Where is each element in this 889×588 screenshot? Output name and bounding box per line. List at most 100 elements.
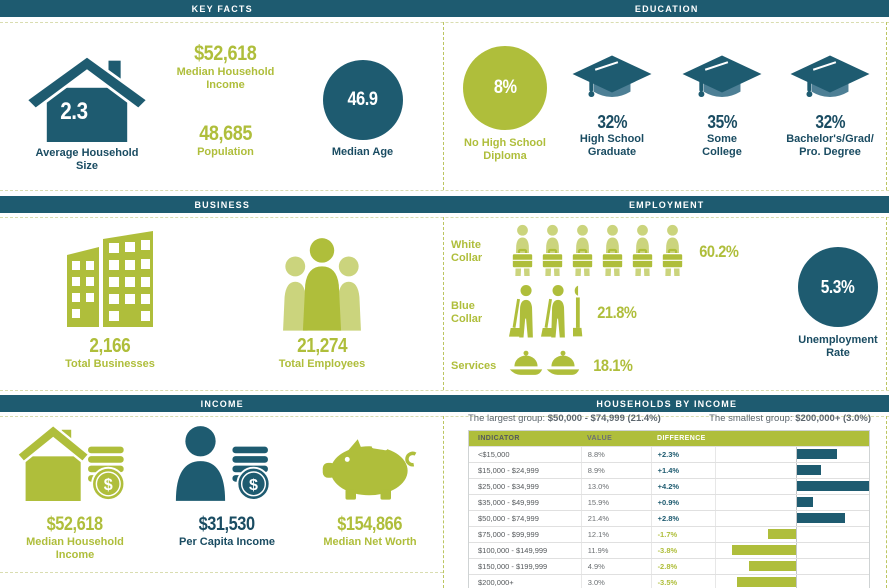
education-item-value: 32% <box>815 112 845 132</box>
difference-bar <box>767 529 797 539</box>
house-coins-icon: $ <box>15 423 132 506</box>
unemployment-value: 5.3% <box>821 276 855 297</box>
population-label: Population <box>197 145 254 158</box>
row-difference-bar-cell <box>715 559 869 574</box>
key-facts-section: 2.3 Average Household Size $52,618 Media… <box>0 22 443 190</box>
table-header-row: INDICATOR VALUE DIFFERENCE <box>469 431 869 446</box>
section-title-education: EDUCATION <box>634 3 699 14</box>
no-high-school-circle-icon: 8% <box>463 46 547 130</box>
row-value: 8.8% <box>580 447 651 462</box>
people-group-icon <box>247 227 397 331</box>
income-section: $ $52,618 Median Household Income $ $31,530… <box>0 416 443 588</box>
graduation-cap-icon <box>570 52 654 111</box>
person-coins-icon: $ <box>174 425 280 506</box>
dashed-divider <box>0 22 889 23</box>
education-section: 8% No High School Diploma 32% High School … <box>443 22 889 190</box>
graduation-cap-icon <box>680 52 764 111</box>
mop-person-icon <box>509 284 538 343</box>
education-item-label: Bachelor's/Grad/ Pro. Degree <box>786 133 874 158</box>
total-businesses-stat: 2,166 Total Businesses <box>35 227 185 371</box>
mop-partial-icon <box>573 284 584 343</box>
row-difference-bar-cell <box>715 511 869 526</box>
table-row: $75,000 - $99,999 12.1% -1.7% <box>469 526 869 542</box>
education-item-value: 8% <box>493 77 517 98</box>
dashed-divider-vertical <box>443 416 444 588</box>
avg-household-size-label: Average Household Size <box>35 147 139 172</box>
row-difference: -3.8% <box>650 543 716 558</box>
row-indicator: $75,000 - $99,999 <box>478 530 539 539</box>
median-age-value: 46.9 <box>347 89 378 110</box>
column-header-chart <box>716 431 869 446</box>
office-building-icon <box>35 227 185 331</box>
briefcase-person-icon <box>569 224 596 281</box>
header-band-row1: KEY FACTS EDUCATION <box>0 0 889 17</box>
income-item: $154,866 Median Net Worth <box>305 416 435 549</box>
dashed-divider-vertical <box>886 416 887 588</box>
difference-bar <box>797 465 822 475</box>
difference-bar <box>731 545 797 555</box>
table-row: $200,000+ 3.0% -3.5% <box>469 574 869 588</box>
largest-group-text: The largest group: $50,000 - $74,999 (21… <box>468 413 661 424</box>
row-indicator: $100,000 - $149,999 <box>478 546 548 555</box>
employment-category-pct: 60.2% <box>699 242 739 261</box>
chart-axis-line <box>796 495 798 510</box>
employment-category-row: Blue Collar 21.8% <box>451 283 640 343</box>
chart-axis-line <box>796 447 798 462</box>
table-row: $50,000 - $74,999 21.4% +2.8% <box>469 510 869 526</box>
row-indicator: $200,000+ <box>478 578 514 587</box>
total-employees-label: Total Employees <box>278 358 366 370</box>
total-employees-stat: 21,274 Total Employees <box>247 227 397 371</box>
median-age-label: Median Age <box>331 146 394 158</box>
households-by-income-section: The largest group: $50,000 - $74,999 (21… <box>443 412 889 588</box>
briefcase-person-icon <box>629 224 656 281</box>
row-difference-bar-cell <box>715 447 869 462</box>
row-difference-bar-cell <box>715 575 869 588</box>
total-businesses-label: Total Businesses <box>65 358 155 370</box>
row-difference-bar-cell <box>715 495 869 510</box>
briefcase-person-icon <box>599 224 626 281</box>
chart-axis-line <box>796 543 798 558</box>
business-section: 2,166 Total Businesses <box>0 217 443 390</box>
dashed-divider-vertical <box>443 217 444 390</box>
table-row: $15,000 - $24,999 8.9% +1.4% <box>469 462 869 478</box>
svg-text:$: $ <box>249 476 258 494</box>
income-item-label: Per Capita Income <box>179 536 275 548</box>
education-item-label: Some College <box>702 133 742 158</box>
employment-category-label: Blue Collar <box>451 300 483 325</box>
smallest-group-text: The smallest group: $200,000+ (3.0%) <box>709 413 871 424</box>
dashed-divider-vertical <box>886 217 887 390</box>
difference-bar <box>748 561 797 571</box>
employment-section: White Collar <box>443 217 889 390</box>
employment-category-pct: 18.1% <box>593 356 633 375</box>
dashed-divider <box>0 572 443 573</box>
section-title-key-facts: KEY FACTS <box>191 3 253 14</box>
difference-bar <box>797 481 869 491</box>
row-value: 15.9% <box>580 495 651 510</box>
row-difference: -3.5% <box>650 575 716 588</box>
difference-bar <box>797 513 845 523</box>
row-difference: +2.8% <box>650 511 716 526</box>
house-icon: 2.3 <box>24 54 150 147</box>
dashed-divider <box>0 190 889 191</box>
employment-category-icons <box>509 350 580 383</box>
row-value: 13.0% <box>580 479 651 494</box>
unemployment-stat: 5.3% Unemployment Rate <box>783 247 889 360</box>
employment-category-row: White Collar <box>451 221 742 283</box>
row-difference-bar-cell <box>715 463 869 478</box>
education-item: 8% No High School Diploma <box>450 22 560 163</box>
row-indicator: $35,000 - $49,999 <box>478 498 539 507</box>
income-item-label: Median Household Income <box>26 536 124 561</box>
table-row: $100,000 - $149,999 11.9% -3.8% <box>469 542 869 558</box>
dashed-divider <box>0 390 889 391</box>
cloche-icon <box>546 350 580 383</box>
row-difference: -2.8% <box>650 559 716 574</box>
median-age-circle-icon: 46.9 <box>322 60 403 140</box>
education-item: 35% Some College <box>667 22 777 159</box>
chart-axis-line <box>796 575 798 588</box>
piggy-bank-icon <box>321 437 419 506</box>
income-item: $ $52,618 Median Household Income <box>10 416 140 562</box>
row-value: 21.4% <box>580 511 651 526</box>
row-difference-bar-cell <box>715 527 869 542</box>
cloche-icon <box>509 350 543 383</box>
